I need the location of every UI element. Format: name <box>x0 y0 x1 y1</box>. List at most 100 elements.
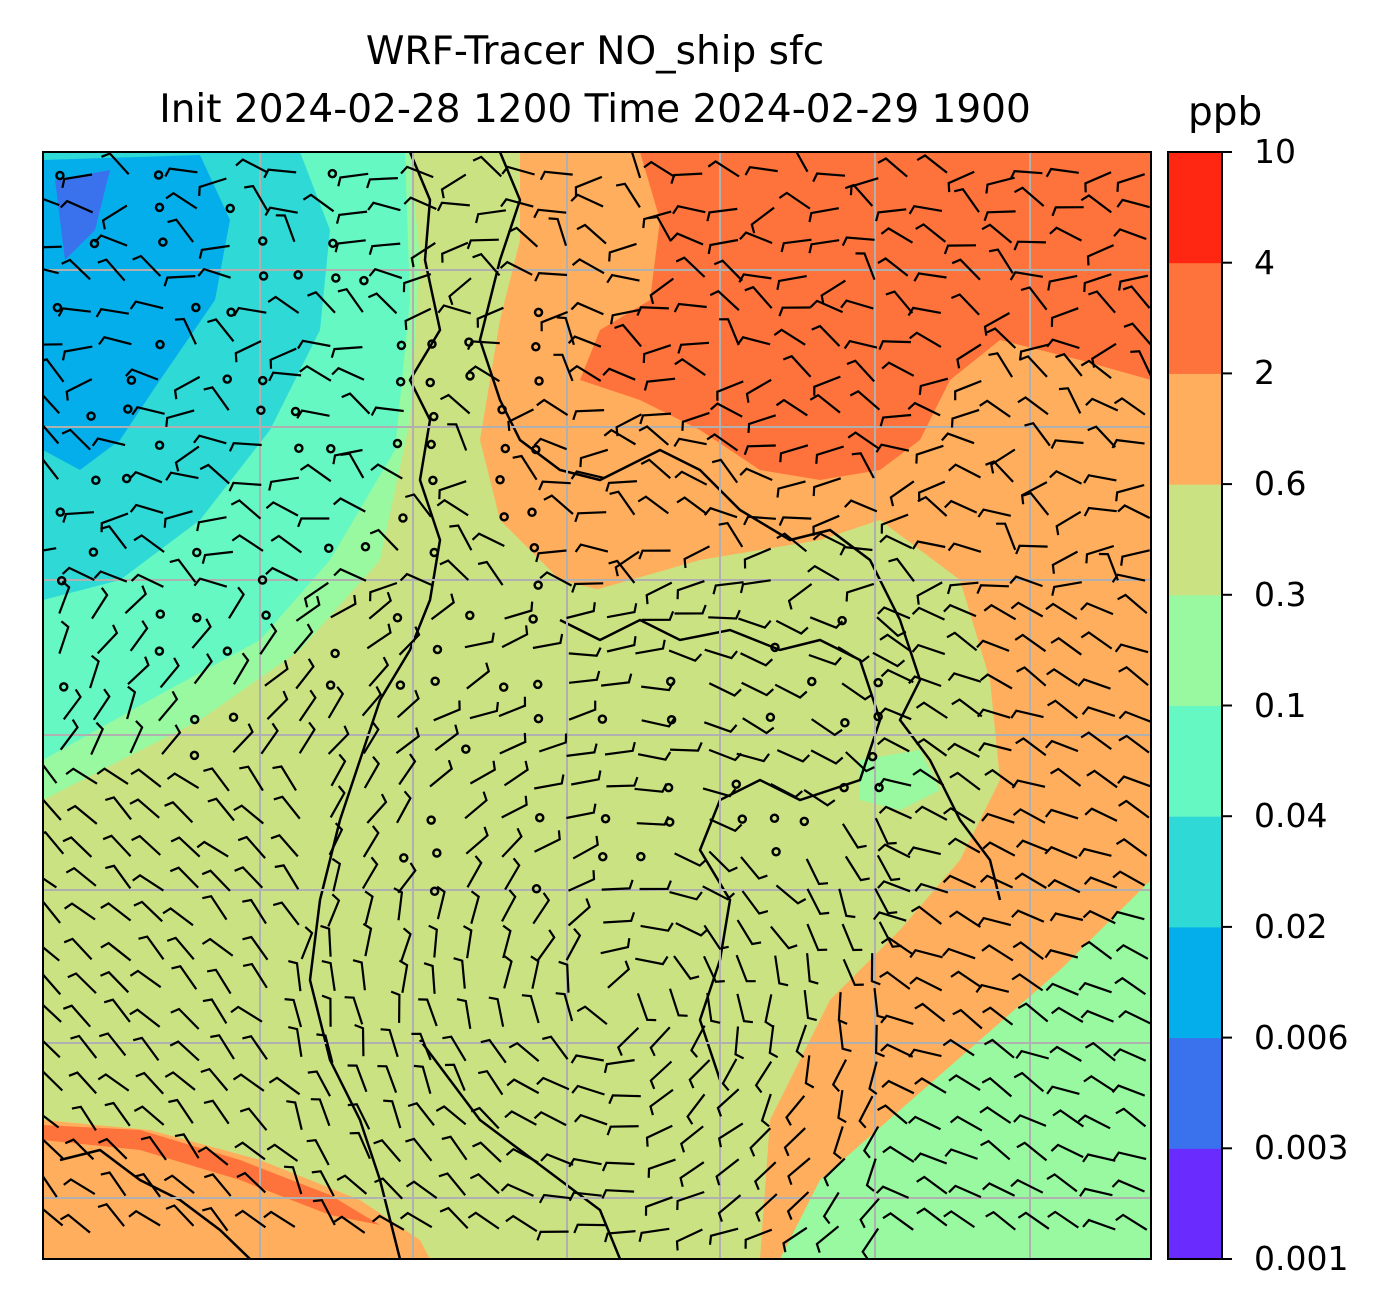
wind-barb <box>466 238 499 250</box>
wind-barb <box>299 364 332 382</box>
wind-barb <box>676 580 705 600</box>
wind-barb <box>129 969 162 989</box>
wind-barb <box>1115 1213 1148 1231</box>
wind-barb <box>606 273 640 284</box>
wind-barb <box>63 937 93 961</box>
calm-wind-marker <box>664 817 675 827</box>
wind-barb <box>649 277 674 305</box>
wind-barb <box>58 620 70 654</box>
wind-barb <box>681 411 710 431</box>
wind-barb <box>361 856 379 890</box>
wind-barb <box>362 922 373 957</box>
wind-barb <box>100 525 128 550</box>
wind-barb <box>874 887 898 915</box>
colorbar-tick-label: 0.02 <box>1254 906 1328 946</box>
wind-barb <box>946 631 978 652</box>
wind-barb <box>1115 837 1148 857</box>
wind-barb <box>915 223 947 243</box>
wind-barb <box>566 602 596 620</box>
wind-barb <box>96 624 119 655</box>
wind-barb <box>574 175 603 197</box>
wind-barb <box>1080 359 1112 379</box>
wind-barb <box>1112 870 1146 887</box>
wind-barb <box>637 751 672 761</box>
wind-barb <box>638 1227 670 1242</box>
wind-barb <box>508 226 539 248</box>
wind-barb <box>1086 769 1118 789</box>
calm-wind-marker <box>154 440 165 450</box>
wind-barb <box>91 587 109 620</box>
calm-wind-marker <box>533 307 544 318</box>
wind-barb <box>1047 699 1078 719</box>
wind-barb <box>870 953 881 986</box>
wind-barb <box>504 857 521 891</box>
wind-barb <box>1012 808 1046 824</box>
wind-barb <box>741 890 769 915</box>
calm-wind-marker <box>222 374 232 384</box>
wind-barb <box>1016 1141 1048 1162</box>
wind-barb <box>207 318 235 342</box>
calm-wind-marker <box>737 814 748 824</box>
wind-barb <box>270 534 303 554</box>
wind-barb <box>950 293 980 316</box>
wind-barb <box>97 1073 130 1092</box>
colorbar-segment <box>1168 152 1222 264</box>
wind-barb <box>333 1215 366 1234</box>
wind-barb <box>165 409 195 428</box>
wind-barb <box>1083 273 1112 293</box>
wind-barb <box>499 732 527 755</box>
wind-barb <box>370 406 404 417</box>
wind-barb <box>410 241 436 268</box>
wind-barb <box>168 1098 194 1124</box>
wind-barb <box>368 267 403 280</box>
wind-barb <box>709 818 743 833</box>
calm-wind-marker <box>256 405 266 416</box>
wind-barb <box>812 477 842 497</box>
wind-barb <box>1010 601 1044 618</box>
wind-barb <box>879 633 912 652</box>
wind-barb <box>914 1002 946 1023</box>
wind-barb <box>990 448 1016 474</box>
wind-barb <box>173 375 201 400</box>
wind-barb <box>367 292 398 315</box>
wind-barb <box>92 688 111 721</box>
calm-wind-marker <box>465 371 475 381</box>
wind-barb <box>447 423 468 451</box>
wind-barb <box>753 1161 777 1191</box>
calm-wind-marker <box>427 339 437 349</box>
wind-barb <box>1045 167 1079 178</box>
wind-barb <box>709 402 743 418</box>
wind-barb <box>413 1064 432 1094</box>
wind-barb <box>953 187 980 213</box>
calm-wind-marker <box>532 679 543 690</box>
wind-barb <box>676 496 708 516</box>
wind-barb <box>668 988 688 1017</box>
wind-barb <box>565 927 582 961</box>
wind-barb <box>370 463 403 480</box>
coastline <box>59 1148 251 1259</box>
wind-barb <box>130 768 162 788</box>
wind-barb <box>846 359 876 383</box>
wind-barb <box>576 223 607 245</box>
wind-barb <box>165 471 199 481</box>
wind-barb <box>735 954 756 983</box>
wind-barb <box>140 1135 167 1161</box>
wind-barb <box>1117 775 1151 788</box>
wind-barb <box>607 960 631 989</box>
calm-wind-marker <box>731 779 742 789</box>
wind-barb <box>380 1028 399 1058</box>
wind-barb <box>981 812 1015 824</box>
wind-barb <box>61 345 93 361</box>
calm-wind-marker <box>294 443 304 454</box>
wind-barb <box>780 238 812 253</box>
calm-wind-marker <box>228 712 239 722</box>
wind-barb <box>1013 186 1045 207</box>
wind-barb <box>504 1110 537 1126</box>
colorbar-segment <box>1168 262 1222 374</box>
wind-barb <box>441 241 469 263</box>
wind-barb <box>742 717 775 735</box>
coastline <box>308 152 442 1259</box>
wind-barb <box>1058 387 1082 414</box>
calm-wind-marker <box>495 474 505 485</box>
wind-barb <box>232 1073 265 1092</box>
